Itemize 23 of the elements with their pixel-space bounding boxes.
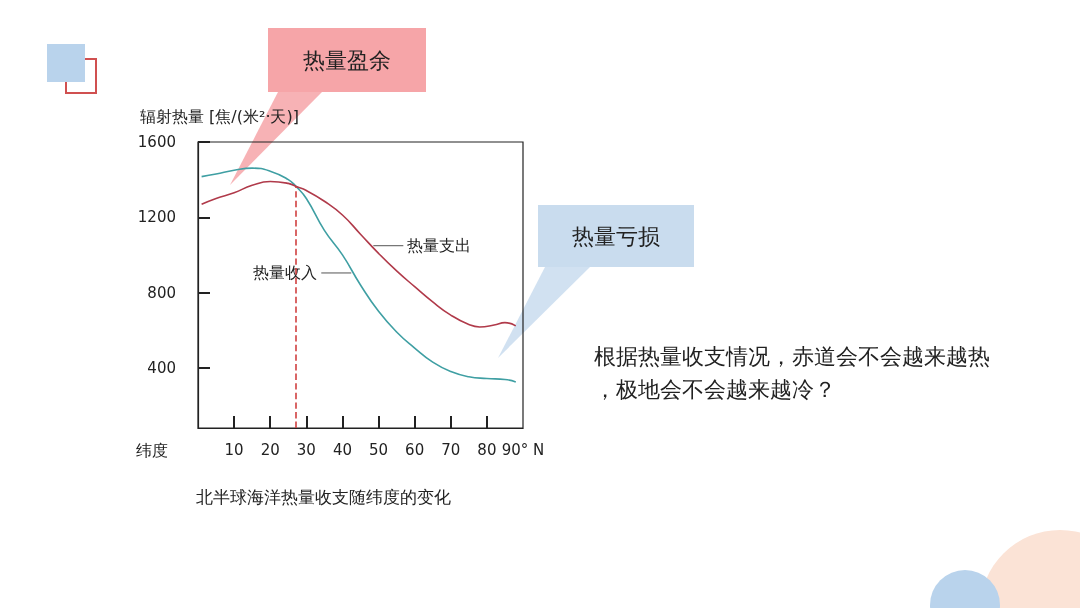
text: 热量盈余 [303,47,391,73]
x-tick-label: 60 [405,440,425,459]
y-tick-label: 400 [147,358,176,377]
y-tick-label: 1600 [137,133,176,151]
series-label: 热量收入 [253,263,318,283]
y-axis-title: 辐射热量 [焦/(米²·天)] [140,106,299,126]
line-series [200,167,517,383]
x-tick-label: 50 [369,440,389,459]
x-tick-label: 80 [477,440,497,459]
x-axis-title: 纬度 [136,440,168,460]
x-tick-label: 90° N [501,440,545,459]
x-tick-label: 70 [441,440,461,459]
series-label: 热量支出 [407,236,472,256]
x-tick-label: 20 [260,440,280,459]
text: 根据热量收支情况，赤道会不会越来越热，极地会不会越来越冷？ [594,344,990,402]
x-tick-label: 30 [296,440,316,459]
y-tick-label: 800 [147,283,176,302]
line-series [200,180,517,328]
y-tick-label: 1200 [137,208,176,227]
x-tick-label: 10 [224,440,244,459]
text: 北半球海洋热量收支随纬度的变化 [196,486,451,507]
text: 热量亏损 [572,223,660,249]
x-tick-label: 40 [332,440,352,459]
